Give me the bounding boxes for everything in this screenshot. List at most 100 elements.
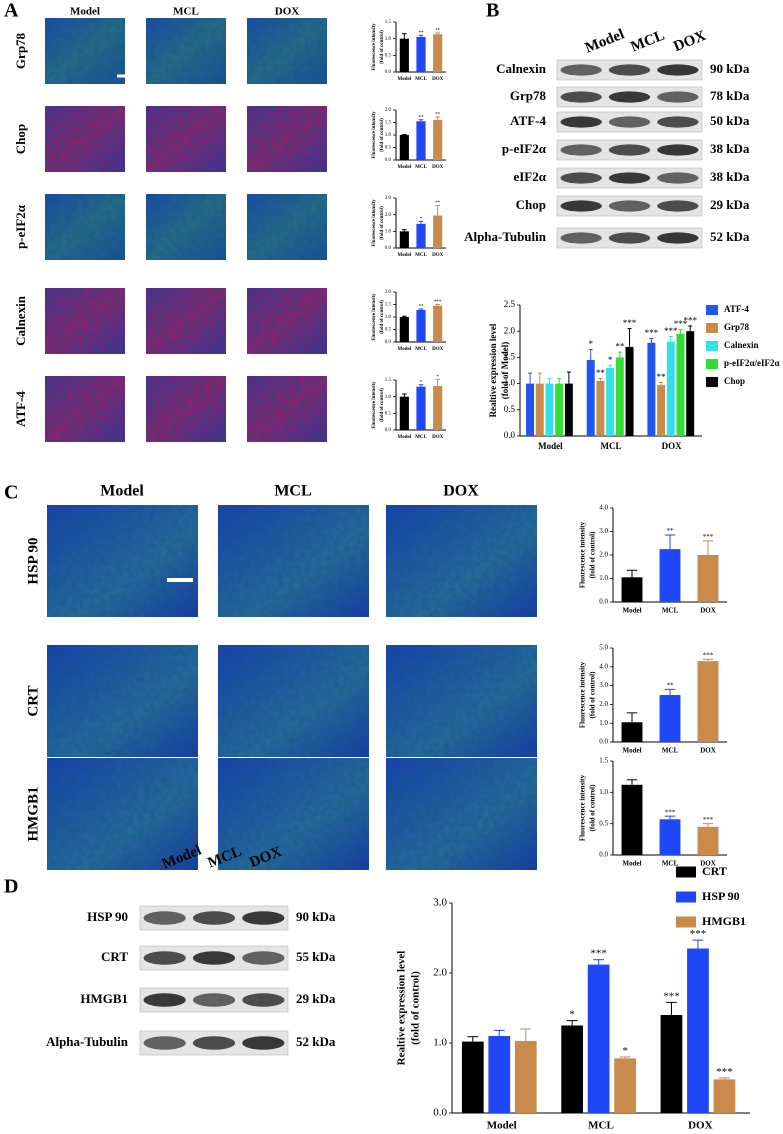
micrograph-texture <box>45 194 125 260</box>
micrograph-texture <box>146 18 226 84</box>
panel-label: A <box>4 0 19 22</box>
y-tick-label: 5.0 <box>599 644 608 652</box>
y-tick-label: 1.5 <box>504 351 516 361</box>
bar <box>399 396 409 430</box>
bar <box>596 380 605 436</box>
blot-size: 52 kDa <box>296 1034 336 1049</box>
y-axis-label: Realtive expression level <box>396 951 408 1066</box>
legend-swatch <box>676 866 696 878</box>
bar <box>416 37 426 72</box>
blot-band <box>192 1036 236 1050</box>
y-axis-label: Fluorescence intensity <box>372 111 377 159</box>
bar <box>676 333 685 436</box>
y-tick-label: 1.0 <box>504 378 516 388</box>
y-tick-label: 1.5 <box>385 20 392 25</box>
significance: *** <box>664 326 678 336</box>
significance: ** <box>615 342 625 352</box>
x-tick-label: MCL <box>601 441 622 451</box>
x-tick-label: Model <box>622 607 641 615</box>
significance: ** <box>419 115 425 120</box>
micrograph-texture <box>146 194 226 260</box>
micrograph-texture <box>386 758 537 870</box>
micrograph-texture <box>218 645 369 757</box>
blot-size: 38 kDa <box>710 169 750 184</box>
legend-swatch <box>706 377 718 387</box>
y-tick-label: 0.0 <box>385 428 392 433</box>
bar <box>535 383 544 436</box>
blot-band <box>192 993 236 1007</box>
x-tick-label: Model <box>622 747 641 755</box>
y-tick-label: 2.0 <box>599 551 608 559</box>
legend-swatch <box>676 916 696 928</box>
blot-size: 90 kDa <box>296 909 336 924</box>
significance: * <box>420 217 423 222</box>
blot-band <box>608 200 651 212</box>
blot-label: p-eIF2α <box>502 141 547 156</box>
panel-label: C <box>4 482 18 504</box>
blot-band <box>608 64 651 76</box>
significance: * <box>569 1009 575 1021</box>
x-tick-label: MCL <box>415 165 427 170</box>
y-axis-label: Fluorescence intensity <box>372 199 377 247</box>
y-axis-label: Fluorescence intensity <box>579 774 587 841</box>
blot-band <box>657 116 699 128</box>
y-tick-label: 3.0 <box>599 527 608 535</box>
legend-label: HSP 90 <box>702 889 740 903</box>
y-axis-label: (fold of Model) <box>500 342 510 400</box>
x-tick-label: Model <box>398 165 412 170</box>
blot-size: 38 kDa <box>710 141 750 156</box>
y-tick-label: 4.0 <box>599 662 608 670</box>
column-header: DOX <box>275 6 300 18</box>
y-tick-label: 0.5 <box>385 411 392 416</box>
blot-size: 29 kDa <box>296 991 336 1006</box>
y-tick-label: 2.5 <box>504 299 516 309</box>
y-tick-label: 2.0 <box>385 108 392 113</box>
y-tick-label: 2.0 <box>504 325 516 335</box>
column-header: DOX <box>671 28 708 55</box>
blot-band <box>560 232 602 244</box>
blot-label: ATF-4 <box>510 113 546 128</box>
significance: ** <box>435 201 441 206</box>
blot-size: 50 kDa <box>710 113 750 128</box>
x-tick-label: DOX <box>700 747 716 755</box>
row-label: ATF-4 <box>13 391 28 427</box>
significance: * <box>420 380 423 385</box>
row-label: p-eIF2α <box>13 204 28 249</box>
blot-band <box>657 200 699 212</box>
bar <box>697 826 719 855</box>
y-axis-label: (fold of control) <box>380 30 385 64</box>
bar <box>488 1036 511 1113</box>
micrograph-texture <box>247 106 327 172</box>
x-tick-label: DOX <box>700 860 716 868</box>
y-tick-label: 0.5 <box>599 819 608 827</box>
x-tick-label: DOX <box>432 347 444 352</box>
y-tick-label: 0.0 <box>599 851 608 859</box>
x-tick-label: Model <box>398 77 412 82</box>
bar <box>526 383 535 436</box>
blot-label: Alpha-Tubulin <box>46 1034 129 1049</box>
significance: * <box>608 355 613 365</box>
blot-band <box>560 200 602 212</box>
blot-band <box>657 172 699 184</box>
micrograph-texture <box>247 376 327 442</box>
bar <box>416 223 426 248</box>
y-tick-label: 1.0 <box>385 229 392 234</box>
bar <box>713 1079 736 1113</box>
micrograph-texture <box>146 288 226 354</box>
row-label: HSP 90 <box>25 537 41 584</box>
significance: *** <box>434 300 442 305</box>
y-tick-label: 3.0 <box>385 196 392 201</box>
y-tick-label: 1.0 <box>385 133 392 138</box>
bar <box>659 819 681 855</box>
y-axis-label: (fold of control) <box>410 971 422 1045</box>
bar <box>687 948 709 1113</box>
legend-swatch <box>706 359 718 369</box>
blot-size: 90 kDa <box>710 61 750 76</box>
bar <box>433 34 443 72</box>
y-tick-label: 2.0 <box>433 967 447 979</box>
y-axis-label: Fluorescence intensity <box>372 23 377 71</box>
bar <box>416 121 426 160</box>
significance: ** <box>419 31 425 36</box>
y-axis-label: (fold of control) <box>589 784 597 832</box>
